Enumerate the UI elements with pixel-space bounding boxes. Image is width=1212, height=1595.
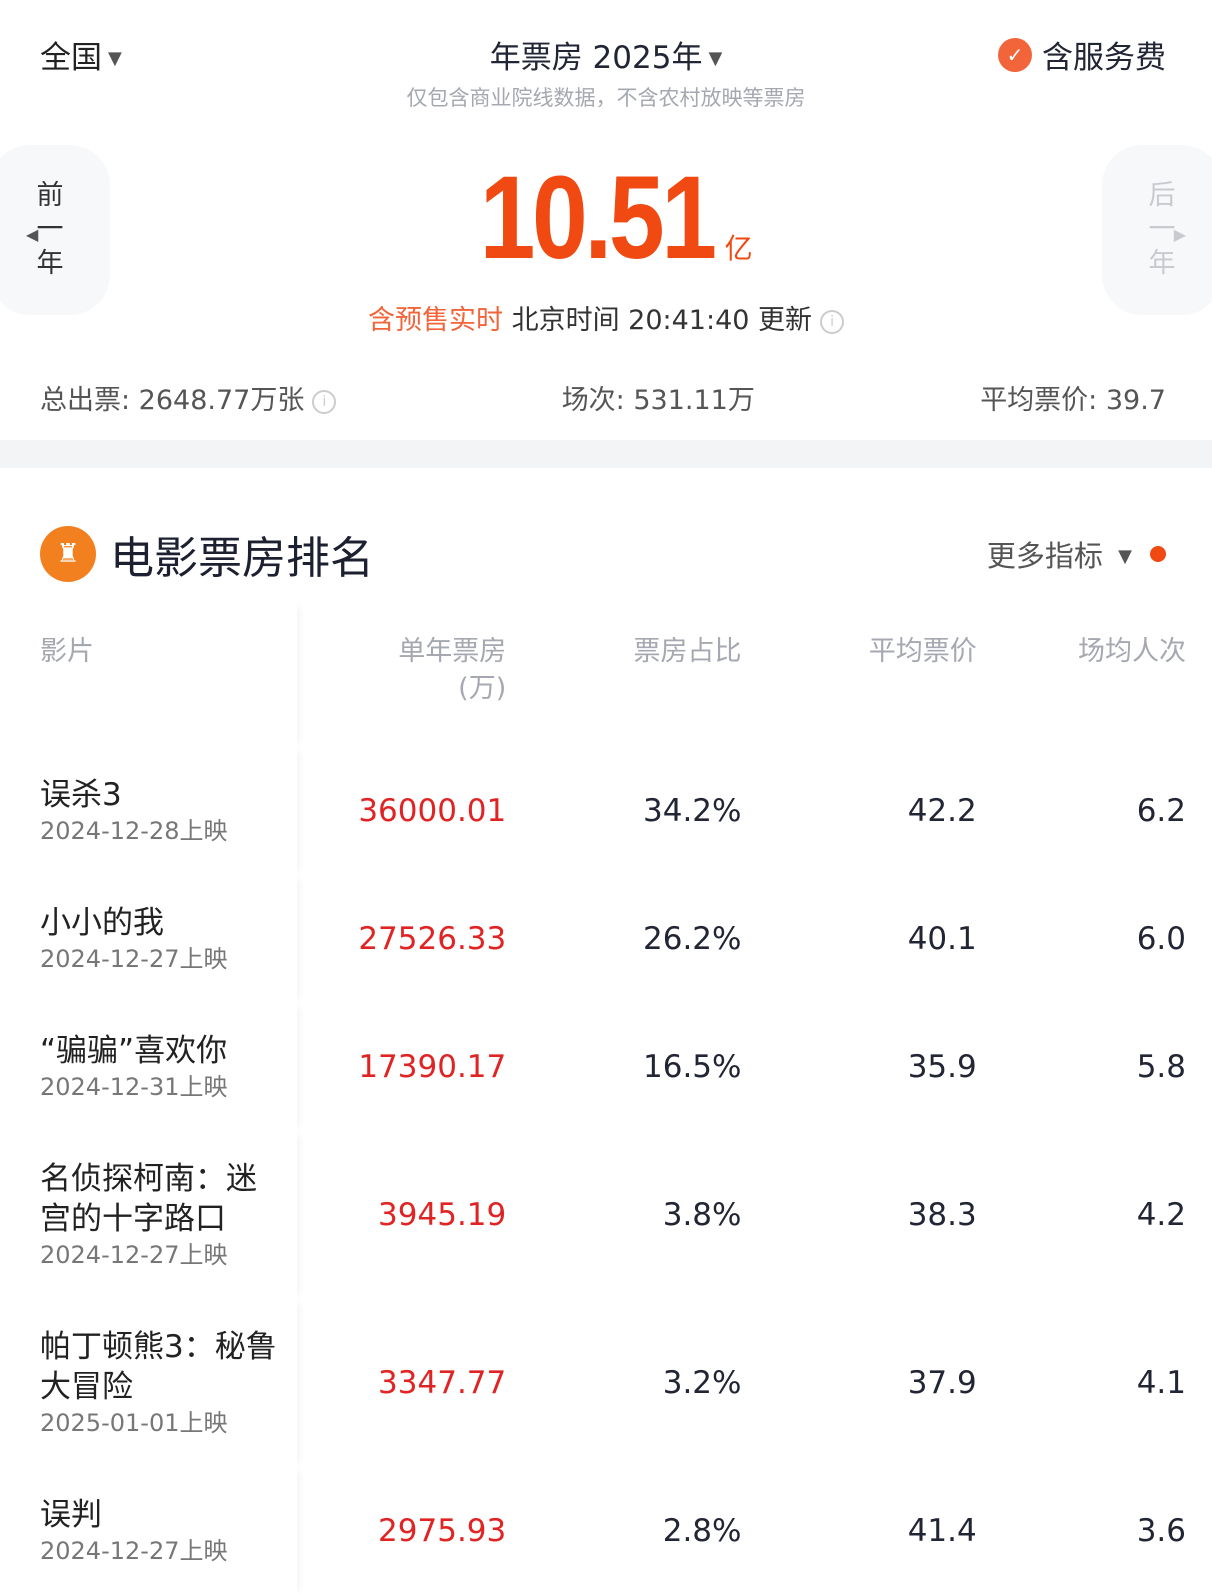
- avg-price: 41.4: [907, 1513, 977, 1549]
- next-label: 年: [1148, 248, 1176, 279]
- tickets-stat: 总出票: 2648.77万张 i: [40, 378, 337, 417]
- presale-label: 含预售实时: [367, 305, 503, 336]
- film-name: 小小的我: [40, 905, 164, 941]
- ranking-logo-icon: ♜: [40, 525, 96, 582]
- film-cell: 误杀3 2024-12-28上映: [0, 747, 297, 875]
- more-label: 更多指标: [986, 538, 1103, 573]
- film-cell: 帕丁顿熊3：秘鲁大冒险 2025-01-01上映: [0, 1299, 297, 1467]
- share: 34.2%: [643, 793, 742, 829]
- prev-label: 前: [36, 180, 64, 211]
- col-unit: (万): [458, 673, 507, 704]
- check-icon: ✓: [998, 37, 1032, 72]
- col-avg-attendance[interactable]: 场均人次: [1078, 636, 1186, 667]
- service-fee-label: 含服务费: [1042, 40, 1166, 76]
- share: 16.5%: [643, 1049, 742, 1085]
- table-row[interactable]: 名侦探柯南：迷宫的十字路口 2024-12-27上映 3945.19 3.8% 3…: [0, 1131, 1212, 1299]
- total-value: 10.51: [479, 152, 717, 284]
- summary-panel: 全国 ▼ 年票房 2025年 ▼ 仅包含商业院线数据，不含农村放映等票房 ✓ 含服务费…: [0, 0, 1212, 440]
- stats-row: 总出票: 2648.77万张 i 场次: 531.11万 平均票价: 39.7: [40, 378, 1166, 417]
- table-row[interactable]: 帕丁顿熊3：秘鲁大冒险 2025-01-01上映 3347.77 3.2% 37.…: [0, 1299, 1212, 1467]
- tickets-value: 总出票: 2648.77万张: [40, 385, 305, 416]
- next-year-button[interactable]: ▶ 后一年: [1102, 145, 1212, 315]
- avg-attendance: 5.8: [1136, 1049, 1186, 1085]
- table-row[interactable]: 误杀3 2024-12-28上映 36000.01 34.2% 42.2 6.2: [0, 747, 1212, 875]
- table-row[interactable]: “骗骗”喜欢你 2024-12-31上映 17390.17 16.5% 35.9 …: [0, 1003, 1212, 1131]
- avg-attendance: 3.6: [1136, 1513, 1186, 1549]
- film-name: 误杀3: [40, 777, 122, 813]
- film-cell: 误判 2024-12-27上映: [0, 1467, 297, 1595]
- col-share[interactable]: 票房占比: [633, 636, 742, 667]
- section-title: 电影票房排名: [110, 532, 374, 584]
- ranking-table: 影片 单年票房 (万) 票房占比 平均票价 场均人次 误杀3 2024-12-28上…: [0, 603, 1212, 1595]
- box-office: 17390.17: [358, 1049, 507, 1085]
- avg-attendance: 6.2: [1136, 793, 1186, 829]
- box-office: 2975.93: [378, 1513, 507, 1549]
- box-office: 27526.33: [358, 921, 507, 957]
- share: 3.2%: [662, 1365, 742, 1401]
- table-row[interactable]: 误判 2024-12-27上映 2975.93 2.8% 41.4 3.6: [0, 1467, 1212, 1595]
- more-metrics-button[interactable]: 更多指标 ▼: [987, 533, 1166, 575]
- total-unit: 亿: [724, 232, 753, 265]
- next-label: 后: [1148, 180, 1176, 211]
- release-date: 2024-12-27上映: [40, 945, 228, 973]
- update-info: 含预售实时 北京时间 20:41:40 更新 i: [0, 298, 1212, 337]
- col-box-office[interactable]: 单年票房 (万): [297, 603, 507, 747]
- info-icon[interactable]: i: [312, 390, 337, 414]
- share: 2.8%: [662, 1513, 742, 1549]
- share: 26.2%: [643, 921, 742, 957]
- update-time: 北京时间 20:41:40 更新: [511, 305, 813, 336]
- prev-year-button[interactable]: ◀ 前一年: [0, 145, 110, 315]
- caret-down-icon: ▼: [708, 48, 723, 69]
- prev-label: 一: [36, 214, 64, 245]
- next-label: 一: [1148, 214, 1176, 245]
- table-header: 影片 单年票房 (万) 票房占比 平均票价 场均人次: [0, 603, 1212, 747]
- release-date: 2024-12-27上映: [40, 1537, 228, 1565]
- film-name: “骗骗”喜欢你: [40, 1033, 228, 1069]
- year-selector[interactable]: 年票房 2025年 ▼: [0, 32, 1212, 77]
- caret-down-icon: ▼: [1118, 545, 1132, 567]
- avg-price-stat: 平均票价: 39.7: [980, 385, 1166, 416]
- service-fee-toggle[interactable]: ✓ 含服务费: [998, 32, 1166, 77]
- avg-attendance: 4.1: [1136, 1365, 1186, 1401]
- release-date: 2024-12-27上映: [40, 1241, 228, 1269]
- avg-price: 40.1: [907, 921, 977, 957]
- col-film: 影片: [0, 603, 297, 747]
- share: 3.8%: [662, 1197, 742, 1233]
- box-office: 3347.77: [378, 1365, 507, 1401]
- arrow-right-icon: ▶: [1173, 225, 1186, 244]
- total-box-office: 10.51 亿: [0, 150, 1212, 286]
- release-date: 2024-12-31上映: [40, 1073, 228, 1101]
- film-cell: “骗骗”喜欢你 2024-12-31上映: [0, 1003, 297, 1131]
- caret-down-icon: ▼: [108, 48, 122, 69]
- film-cell: 小小的我 2024-12-27上映: [0, 875, 297, 1003]
- film-name: 误判: [40, 1497, 102, 1533]
- notification-dot: [1150, 545, 1166, 562]
- film-name: 名侦探柯南：迷宫的十字路口: [40, 1161, 257, 1237]
- avg-attendance: 4.2: [1136, 1197, 1186, 1233]
- region-selector[interactable]: 全国 ▼: [40, 32, 122, 77]
- box-office: 3945.19: [378, 1197, 507, 1233]
- region-label: 全国: [40, 40, 102, 76]
- avg-price: 35.9: [907, 1049, 977, 1085]
- subtitle: 仅包含商业院线数据，不含农村放映等票房: [406, 86, 806, 110]
- table-row[interactable]: 小小的我 2024-12-27上映 27526.33 26.2% 40.1 6.0: [0, 875, 1212, 1003]
- prev-label: 年: [36, 248, 64, 279]
- avg-price: 38.3: [907, 1197, 977, 1233]
- film-name: 帕丁顿熊3：秘鲁大冒险: [40, 1329, 277, 1405]
- avg-price: 37.9: [907, 1365, 977, 1401]
- release-date: 2024-12-28上映: [40, 817, 228, 845]
- col-label: 单年票房: [398, 636, 507, 667]
- page-title: 年票房 2025年: [489, 40, 703, 76]
- avg-attendance: 6.0: [1136, 921, 1186, 957]
- divider: [0, 440, 1212, 468]
- section-header: ♜ 电影票房排名 更多指标 ▼: [0, 468, 1212, 603]
- avg-price: 42.2: [907, 793, 977, 829]
- release-date: 2025-01-01上映: [40, 1409, 228, 1437]
- arrow-left-icon: ◀: [26, 225, 39, 244]
- box-office: 36000.01: [358, 793, 507, 829]
- col-price[interactable]: 平均票价: [868, 636, 977, 667]
- info-icon[interactable]: i: [820, 310, 845, 334]
- shows-stat: 场次: 531.11万: [561, 385, 755, 416]
- film-cell: 名侦探柯南：迷宫的十字路口 2024-12-27上映: [0, 1131, 297, 1299]
